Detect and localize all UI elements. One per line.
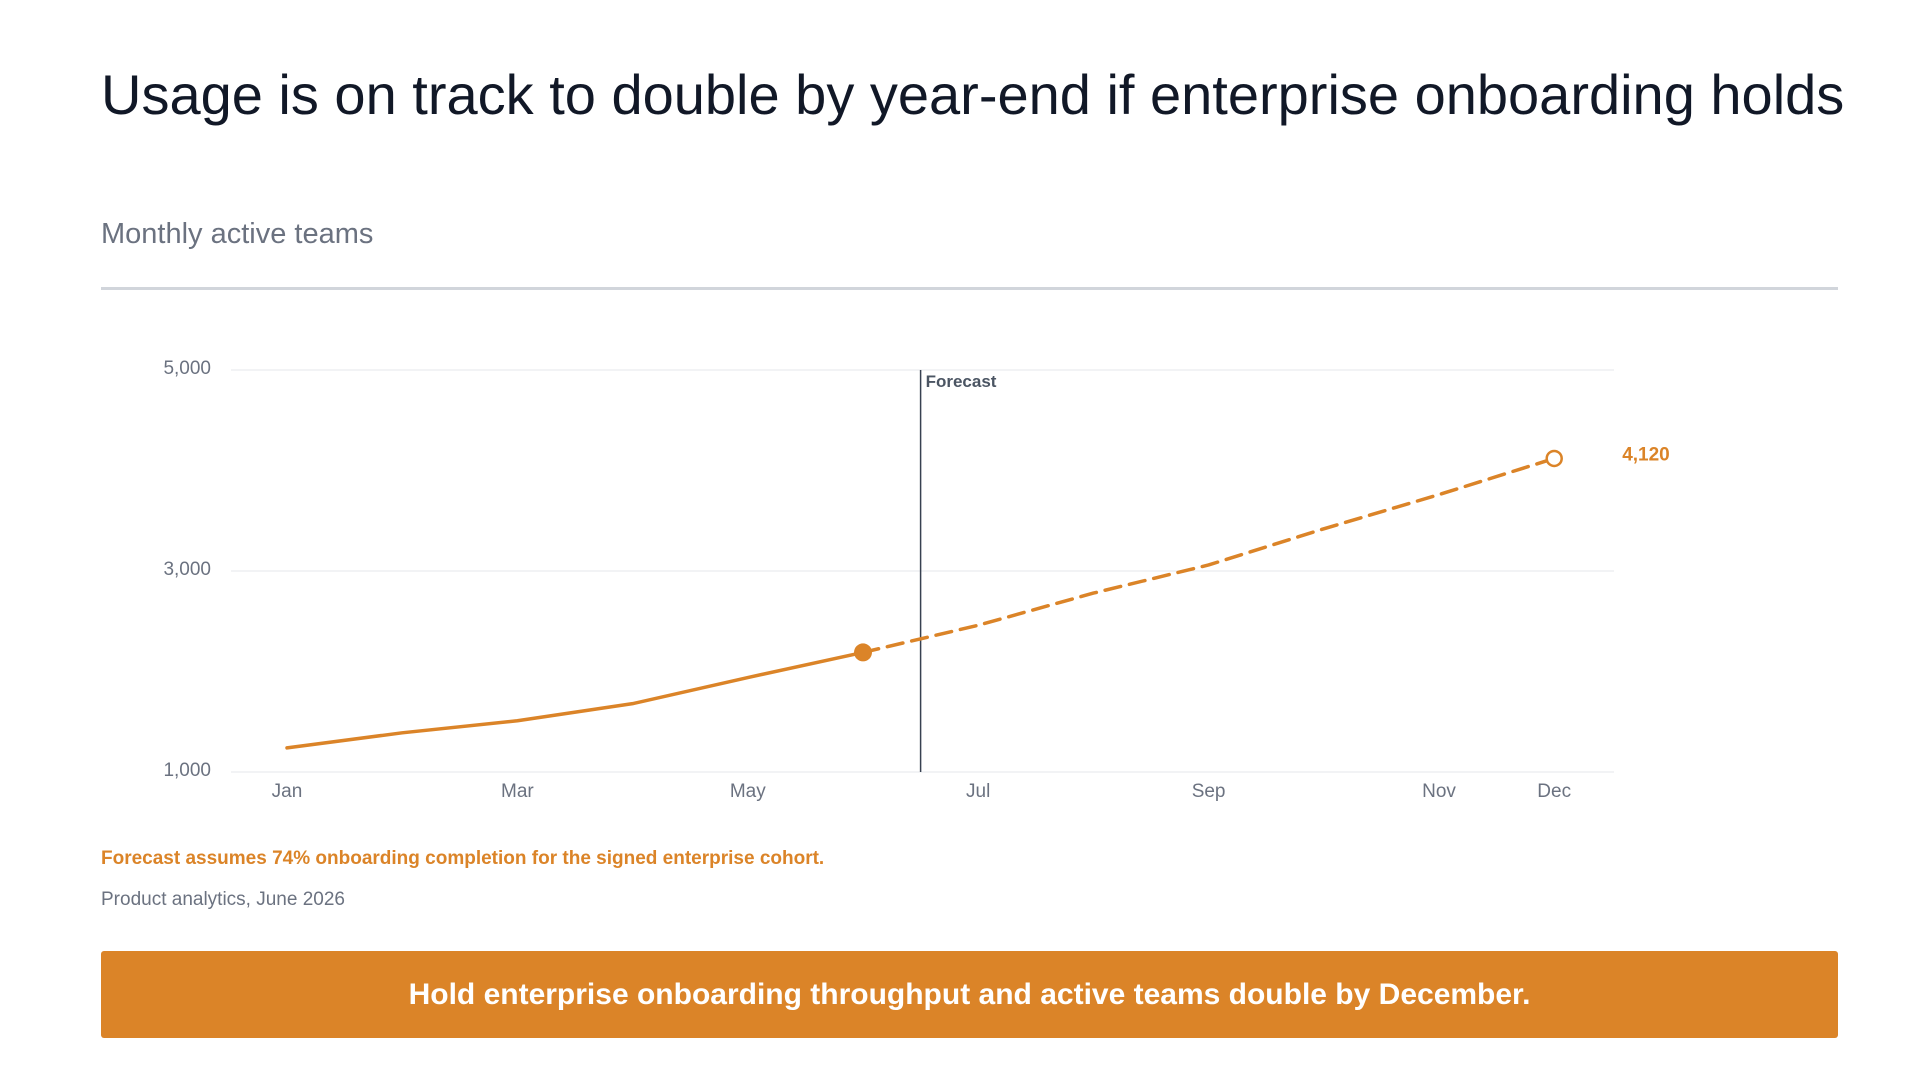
last-actual-point bbox=[854, 643, 872, 661]
forecast-label: Forecast bbox=[926, 372, 997, 391]
end-value-label: 4,120 bbox=[1622, 444, 1670, 465]
callout-banner: Hold enterprise onboarding throughput an… bbox=[101, 951, 1838, 1038]
forecast-note: Forecast assumes 74% onboarding completi… bbox=[101, 848, 824, 870]
forecast-series-line bbox=[863, 458, 1554, 652]
x-tick-label: Mar bbox=[501, 781, 534, 802]
header-divider bbox=[101, 287, 1838, 290]
y-tick-label: 1,000 bbox=[163, 760, 211, 781]
actual-series-line bbox=[287, 652, 863, 747]
callout-text: Hold enterprise onboarding throughput an… bbox=[409, 978, 1531, 1012]
forecast-end-point bbox=[1547, 451, 1562, 466]
y-tick-label: 5,000 bbox=[163, 358, 211, 379]
source-note: Product analytics, June 2026 bbox=[101, 889, 345, 911]
line-chart: Forecast 1,000 3,000 5,000 Jan Mar May Jul Sep N… bbox=[101, 340, 1701, 810]
chart-subtitle: Monthly active teams bbox=[101, 218, 373, 251]
x-tick-label: Nov bbox=[1422, 781, 1456, 802]
x-tick-label: May bbox=[730, 781, 766, 802]
gridlines bbox=[231, 370, 1614, 772]
x-tick-label: Sep bbox=[1192, 781, 1226, 802]
x-tick-label: Dec bbox=[1537, 781, 1571, 802]
x-tick-label: Jul bbox=[966, 781, 990, 802]
series: 4,120 bbox=[287, 444, 1670, 747]
y-tick-label: 3,000 bbox=[163, 559, 211, 580]
chart-title: Usage is on track to double by year-end … bbox=[101, 55, 1861, 134]
x-tick-label: Jan bbox=[272, 781, 303, 802]
